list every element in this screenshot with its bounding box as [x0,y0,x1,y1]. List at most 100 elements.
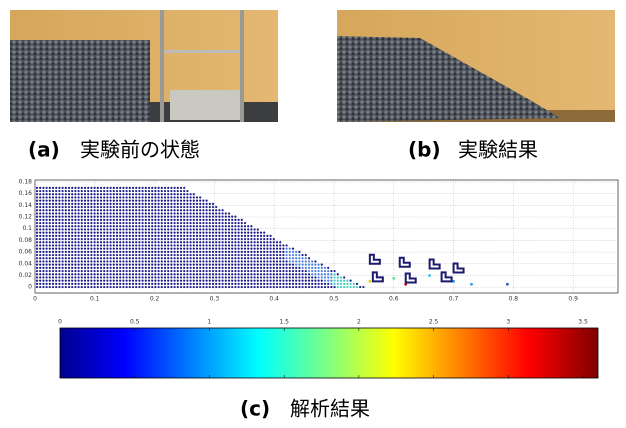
particle [84,260,86,262]
particle [164,276,166,278]
particle [215,280,217,282]
particle [311,267,313,269]
particle [257,248,259,250]
particle [254,270,256,272]
particle [68,238,70,240]
particle [142,232,144,234]
particle [110,235,112,237]
particle [324,270,326,272]
particle [138,212,140,214]
particle [132,193,134,195]
particle [318,286,320,288]
particle [62,238,64,240]
particle [138,286,140,288]
particle [113,193,115,195]
particle [100,209,102,211]
particle [190,276,192,278]
particle [164,241,166,243]
particle [302,257,304,259]
particle [78,251,80,253]
particle [65,276,67,278]
particle [97,276,99,278]
particle [84,203,86,205]
particle [330,286,332,288]
particle [295,257,297,259]
particle [286,260,288,262]
particle [196,264,198,266]
particle [174,193,176,195]
particle [212,228,214,230]
particle [158,251,160,253]
particle [209,270,211,272]
particle [209,283,211,285]
particle [183,212,185,214]
particle [206,280,208,282]
particle [241,228,243,230]
particle [49,251,51,253]
particle [55,273,57,275]
particle [39,200,41,202]
particle [193,196,195,198]
particle [218,232,220,234]
particle [186,267,188,269]
particle [122,270,124,272]
particle [151,212,153,214]
particle [100,212,102,214]
particle [167,209,169,211]
particle [138,203,140,205]
particle [282,251,284,253]
particle [129,251,131,253]
particle [145,209,147,211]
particle [167,276,169,278]
particle [65,222,67,224]
particle [289,270,291,272]
particle [110,209,112,211]
particle [71,283,73,285]
particle [52,254,54,256]
particle [90,235,92,237]
particle [103,276,105,278]
particle [218,244,220,246]
particle [145,244,147,246]
particle [183,267,185,269]
particle [206,248,208,250]
particle [164,216,166,218]
particle [308,270,310,272]
particle [87,225,89,227]
colorbar [60,328,598,378]
particle [196,260,198,262]
particle [199,209,201,211]
particle [212,212,214,214]
particle [36,216,38,218]
particle [193,206,195,208]
particle [62,235,64,237]
particle [222,273,224,275]
particle [39,190,41,192]
particle [55,232,57,234]
particle [135,209,137,211]
particle [254,276,256,278]
particle [110,267,112,269]
particle [116,238,118,240]
particle [180,254,182,256]
particle [68,257,70,259]
particle [113,254,115,256]
particle [110,232,112,234]
particle [49,196,51,198]
particle [218,286,220,288]
particle [110,206,112,208]
particle [161,276,163,278]
particle [161,228,163,230]
particle [263,273,265,275]
particle [234,216,236,218]
particle [68,212,70,214]
particle [209,286,211,288]
particle [65,280,67,282]
particle [55,267,57,269]
particle [247,280,249,282]
particle [39,254,41,256]
particle [52,196,54,198]
particle [39,238,41,240]
particle [206,228,208,230]
particle [314,264,316,266]
